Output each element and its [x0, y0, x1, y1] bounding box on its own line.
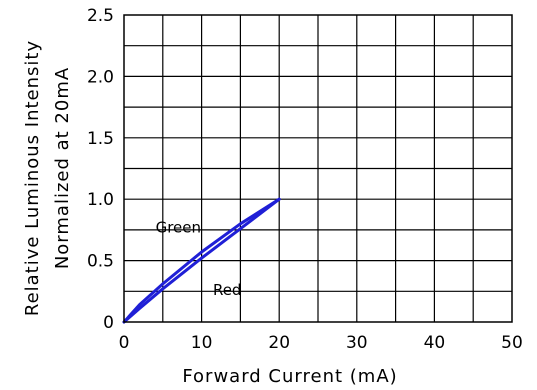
- y-tick-labels: 0 0.5 1.0 1.5 2.0 2.5: [87, 6, 114, 333]
- x-tick-label: 30: [346, 333, 368, 353]
- x-tick-label: 10: [191, 333, 213, 353]
- plot-frame: [123, 14, 513, 323]
- x-axis-label: Forward Current (mA): [182, 366, 397, 387]
- x-tick-label: 50: [501, 333, 523, 353]
- series-label-red: Red: [213, 281, 242, 299]
- y-axis-label-line-2: Normalized at 20mA: [52, 67, 73, 269]
- y-tick-label: 0.5: [87, 252, 114, 272]
- series-line-red: [122, 197, 281, 324]
- series-annotations: Green Red: [156, 218, 242, 299]
- y-tick-label: 2.5: [87, 6, 114, 26]
- y-tick-label: 1.5: [87, 129, 114, 149]
- y-tick-label: 2.0: [87, 67, 114, 87]
- grid: [124, 15, 512, 322]
- series-line-green: [122, 197, 281, 324]
- x-tick-label: 20: [268, 333, 290, 353]
- x-tick-label: 0: [119, 333, 130, 353]
- y-axis-label-line-1: Relative Luminous Intensity: [22, 40, 43, 316]
- y-tick-label: 0: [103, 313, 114, 333]
- series-layer: [122, 197, 281, 324]
- x-tick-labels: 0 10 20 30 40 50: [119, 333, 523, 353]
- y-tick-label: 1.0: [87, 190, 114, 210]
- x-tick-label: 40: [424, 333, 446, 353]
- series-label-green: Green: [156, 218, 201, 236]
